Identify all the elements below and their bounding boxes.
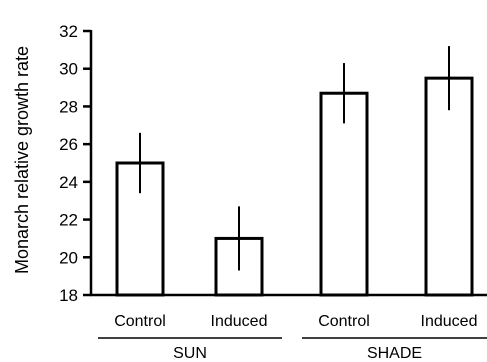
category-label: Control	[114, 313, 166, 330]
y-tick-label: 32	[59, 22, 78, 41]
bar-3	[424, 76, 474, 297]
y-tick-label: 30	[59, 60, 78, 79]
y-tick-label: 26	[59, 135, 78, 154]
y-tick-label: 24	[59, 173, 78, 192]
axes	[89, 30, 487, 297]
bars	[115, 46, 474, 297]
y-axis-label: Monarch relative growth rate	[12, 46, 32, 274]
category-label: Control	[318, 313, 370, 330]
group-label: SUN	[173, 345, 207, 362]
group-label: SHADE	[367, 345, 422, 362]
y-tick-label: 20	[59, 248, 78, 267]
bar-2	[319, 91, 369, 297]
category-label: Induced	[211, 313, 268, 330]
y-tick-label: 18	[59, 286, 78, 305]
y-tick-label: 22	[59, 211, 78, 230]
group-labels: SUN SHADE	[98, 337, 487, 362]
category-labels: Control Induced Control Induced	[114, 313, 477, 330]
y-axis-ticks: 18 20 22 24 26 28 30 32	[59, 22, 91, 305]
category-label: Induced	[421, 313, 478, 330]
y-tick-label: 28	[59, 97, 78, 116]
